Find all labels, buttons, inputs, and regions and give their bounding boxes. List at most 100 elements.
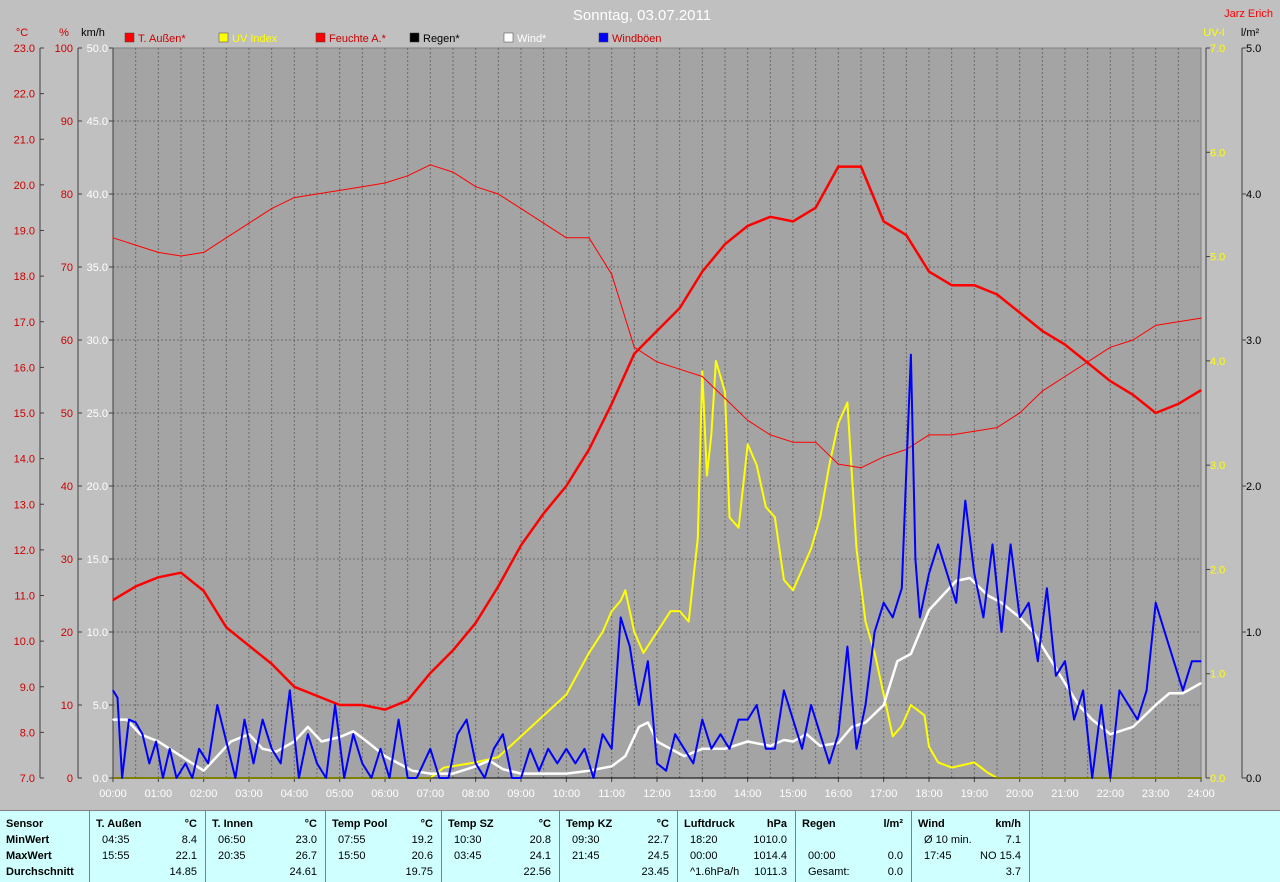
stats-time: 07:55 xyxy=(338,834,366,846)
rain-axis-unit: l/m² xyxy=(1241,27,1260,39)
stats-column-title: Luftdruck xyxy=(684,818,735,830)
data-point-windb-en xyxy=(892,616,894,619)
data-point-uv-index xyxy=(828,464,830,466)
data-point-uv-index xyxy=(724,391,726,393)
data-point-feuchte-a xyxy=(611,273,613,275)
data-point-windb-en xyxy=(475,762,477,765)
data-point-t-au-en xyxy=(792,220,794,222)
data-point-t-au-en xyxy=(157,576,159,578)
chart-legend: T. Außen* UV Index Feuchte A.* Regen* Wind* W… xyxy=(124,32,662,45)
data-point-windb-en xyxy=(1173,660,1175,662)
data-point-t-au-en xyxy=(407,699,409,702)
data-point-wind xyxy=(502,768,504,770)
data-point-uv-index xyxy=(937,761,939,764)
data-point-windb-en xyxy=(447,777,450,779)
data-point-windb-en xyxy=(128,719,130,721)
data-point-wind xyxy=(638,726,640,728)
data-point-windb-en xyxy=(484,777,486,779)
data-point-windb-en xyxy=(665,770,667,772)
legend-label: Windböen xyxy=(612,33,662,45)
data-point-uv-index xyxy=(901,725,903,727)
wind-axis-tick-label: 10.0 xyxy=(87,627,108,639)
stats-value: 0.0 xyxy=(887,866,903,878)
data-point-windb-en xyxy=(520,777,522,779)
stats-value: 24.1 xyxy=(529,850,551,862)
stats-label-avg: Durchschnitt xyxy=(6,866,74,878)
stats-value: 1014.4 xyxy=(753,850,787,862)
humidity-axis-tick-label: 60 xyxy=(61,335,73,347)
uv-axis-tick-label: 3.0 xyxy=(1210,460,1225,472)
data-point-windb-en xyxy=(1091,777,1093,779)
x-axis-tick-label: 03:00 xyxy=(235,788,263,800)
data-point-wind xyxy=(1046,653,1048,655)
data-point-t-au-en xyxy=(112,599,114,601)
stats-time: 06:50 xyxy=(218,834,246,846)
series-layer xyxy=(112,164,1202,779)
data-point-windb-en xyxy=(955,602,957,604)
data-point-t-au-en xyxy=(520,544,522,546)
data-point-windb-en xyxy=(162,777,164,779)
data-point-t-au-en xyxy=(1132,394,1134,396)
stats-value: 22.1 xyxy=(175,850,197,862)
uv-axis-tick-label: 5.0 xyxy=(1210,252,1225,264)
temp-axis-tick-label: 13.0 xyxy=(14,499,35,511)
stats-column-unit: km/h xyxy=(995,818,1021,830)
stats-value: 0.0 xyxy=(887,850,903,862)
author-label: Jarz Erich xyxy=(1224,8,1273,20)
data-point-windb-en xyxy=(198,748,200,750)
data-point-uv-index xyxy=(837,422,839,424)
data-point-t-au-en xyxy=(1177,403,1179,405)
data-point-windb-en xyxy=(1127,704,1130,706)
data-point-wind xyxy=(543,773,545,775)
humidity-axis-tick-label: 0 xyxy=(67,773,73,785)
data-point-windb-en xyxy=(343,777,345,779)
stats-value: 1011.3 xyxy=(754,866,787,878)
data-point-windb-en xyxy=(175,777,178,779)
data-point-uv-index xyxy=(846,402,849,404)
data-point-windb-en xyxy=(511,777,513,779)
data-point-windb-en xyxy=(252,762,255,765)
stats-value: 20.6 xyxy=(411,850,433,862)
data-point-windb-en xyxy=(710,748,713,750)
data-point-t-au-en xyxy=(724,243,726,245)
x-axis-tick-label: 21:00 xyxy=(1051,788,1079,800)
data-point-windb-en xyxy=(361,762,363,765)
data-point-wind xyxy=(475,765,477,767)
data-point-feuchte-a xyxy=(497,193,499,195)
data-point-uv-index xyxy=(910,704,912,706)
data-point-wind xyxy=(307,726,309,728)
data-point-t-au-en xyxy=(701,271,703,273)
data-point-windb-en xyxy=(1191,660,1193,662)
data-point-feuchte-a xyxy=(883,456,885,458)
data-point-windb-en xyxy=(538,770,540,772)
humidity-axis-tick-label: 80 xyxy=(61,189,73,201)
data-point-windb-en xyxy=(883,602,885,604)
stats-column-luftdruck: Luftdruck hPa 18:20 1010.0 00:00 1014.4 ^1.6hP… xyxy=(678,811,796,882)
data-point-wind xyxy=(398,762,400,765)
data-point-uv-index xyxy=(774,516,776,518)
wind-axis-unit: km/h xyxy=(81,27,105,39)
data-point-windb-en xyxy=(502,733,504,735)
stats-label-column: Sensor MinWert MaxWert Durchschnitt xyxy=(0,811,90,882)
data-point-uv-index xyxy=(765,506,767,508)
data-point-windb-en xyxy=(701,719,703,721)
data-point-feuchte-a xyxy=(1064,375,1066,378)
x-axis-tick-label: 05:00 xyxy=(326,788,354,800)
data-point-windb-en xyxy=(184,762,187,765)
data-point-t-au-en xyxy=(633,353,635,355)
temp-axis-tick-label: 19.0 xyxy=(14,226,35,238)
data-point-windb-en xyxy=(398,719,400,721)
data-point-windb-en xyxy=(1019,616,1021,619)
data-point-wind xyxy=(1182,692,1184,694)
data-point-uv-index xyxy=(710,433,713,435)
data-point-wind xyxy=(883,704,885,706)
stats-value: 20.8 xyxy=(529,834,551,846)
stats-value: 14.85 xyxy=(169,866,197,878)
data-point-windb-en xyxy=(1118,689,1120,692)
data-point-feuchte-a xyxy=(1155,324,1157,326)
data-point-uv-index xyxy=(688,621,690,623)
data-point-windb-en xyxy=(307,733,309,735)
stats-time: 15:55 xyxy=(102,850,130,862)
data-point-t-au-en xyxy=(1064,344,1066,346)
data-point-feuchte-a xyxy=(1041,390,1043,392)
